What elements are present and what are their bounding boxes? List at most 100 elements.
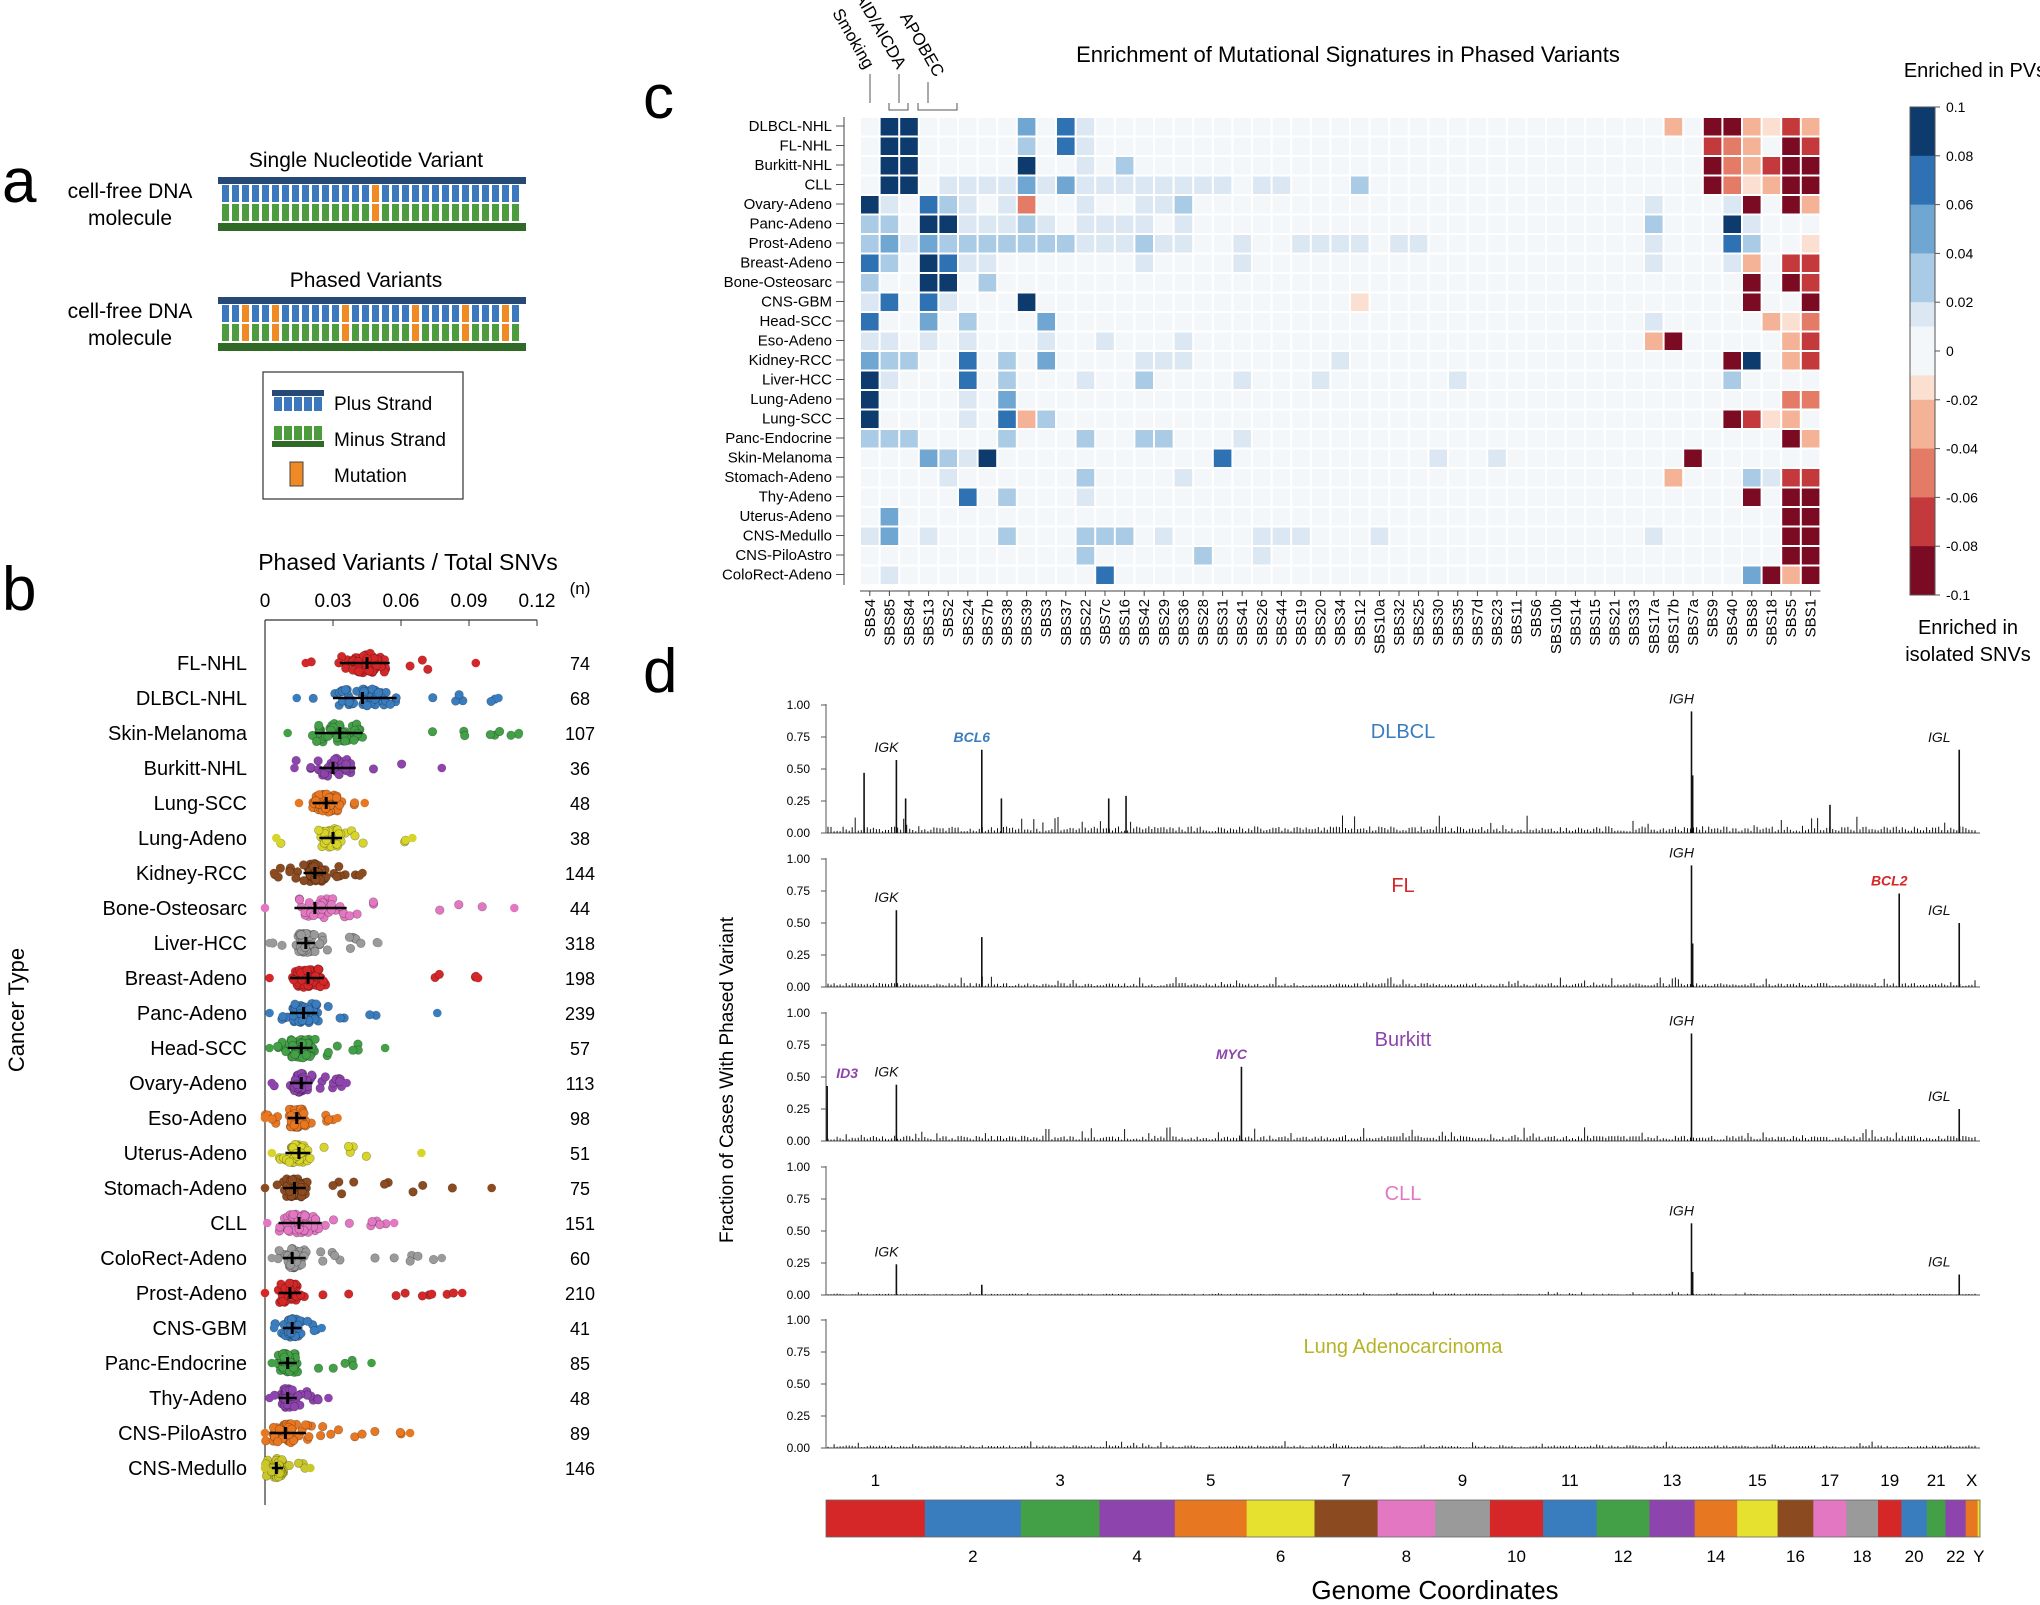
heatmap-cell <box>1311 410 1330 428</box>
heatmap-cell <box>1703 332 1722 350</box>
heatmap-cell <box>1605 371 1624 389</box>
heatmap-cell <box>919 391 938 409</box>
chromosome-segment <box>1596 1500 1650 1537</box>
strip-dot <box>368 764 379 774</box>
heatmap-cell <box>1272 293 1291 311</box>
minus-base <box>392 324 399 341</box>
heatmap-cell <box>1507 313 1526 331</box>
heatmap-cell <box>1017 313 1036 331</box>
heatmap-col-label: SBS24 <box>960 599 977 646</box>
heatmap-cell <box>1311 488 1330 506</box>
heatmap-cell <box>959 293 977 311</box>
heatmap-cell <box>1135 313 1153 331</box>
heatmap-cell <box>880 391 899 409</box>
colorbar-tick-label: 0.06 <box>1946 197 1973 213</box>
heatmap-cell <box>1409 469 1428 487</box>
plus-base <box>442 305 449 322</box>
heatmap-cell <box>1507 508 1526 526</box>
heatmap-cell <box>1762 566 1781 584</box>
chromosome-segment <box>1174 1500 1248 1537</box>
heatmap-cell <box>1311 566 1330 584</box>
plus-base <box>482 185 489 202</box>
heatmap-row-label: Thy-Adeno <box>759 489 832 506</box>
heatmap-cell <box>1292 410 1310 428</box>
strip-dot <box>334 769 344 780</box>
heatmap-cell <box>1664 254 1683 272</box>
heatmap-cell <box>1762 410 1781 428</box>
heatmap-cell <box>1331 254 1349 272</box>
heatmap-cell <box>1429 547 1447 565</box>
heatmap-cell <box>1292 488 1310 506</box>
heatmap-cell <box>1155 508 1173 526</box>
heatmap-cell <box>1409 157 1428 175</box>
heatmap-cell <box>1547 352 1565 370</box>
heatmap-cell <box>1782 293 1800 311</box>
heatmap-col-label: SBS42 <box>1136 599 1153 646</box>
heatmap-cell <box>1586 176 1604 194</box>
heatmap-cell <box>1684 566 1702 584</box>
heatmap-cell <box>1311 547 1330 565</box>
strip-bone-osteosarc: Bone-Osteosarc 44 <box>102 894 590 923</box>
heatmap-cell <box>939 313 957 331</box>
heatmap-cell <box>1057 352 1075 370</box>
heatmap-cell <box>1762 332 1781 350</box>
heatmap-cell <box>1645 215 1663 233</box>
strip-dot <box>307 730 318 741</box>
heatmap-col-label: SBS34 <box>1332 599 1349 646</box>
plus-base <box>362 185 369 202</box>
track-y-tick-label: 0.50 <box>787 1224 811 1238</box>
strip-count: 210 <box>565 1284 595 1304</box>
strip-dot <box>284 1278 294 1288</box>
chromosome-label: 11 <box>1561 1471 1579 1490</box>
heatmap-cell <box>1272 449 1291 467</box>
plus-base <box>332 185 339 202</box>
heatmap-cell <box>978 332 997 350</box>
heatmap-cell <box>1801 449 1820 467</box>
strip-dot <box>400 1288 410 1298</box>
heatmap-cell <box>1468 196 1487 214</box>
heatmap-cell <box>1782 391 1800 409</box>
plus-base <box>282 305 289 322</box>
heatmap-cell <box>939 235 957 253</box>
heatmap-cell <box>1409 137 1428 155</box>
heatmap-cell <box>1566 547 1585 565</box>
heatmap-cell <box>1743 547 1761 565</box>
track-peak-label: BCL6 <box>954 729 991 745</box>
heatmap-cell <box>1645 391 1663 409</box>
heatmap-cell <box>1507 274 1526 292</box>
heatmap-cell <box>1449 215 1467 233</box>
mutation-base <box>372 185 379 202</box>
chromosome-label: 2 <box>968 1547 977 1566</box>
heatmap-cell <box>1723 547 1741 565</box>
minus-base <box>302 204 309 221</box>
strip-dot <box>326 1429 336 1439</box>
heatmap-cell <box>959 137 977 155</box>
track-peak-label: IGK <box>874 889 899 905</box>
heatmap-col-label: SBS4 <box>862 599 879 637</box>
heatmap-cell <box>1566 566 1585 584</box>
heatmap-cell <box>1194 293 1212 311</box>
minus-base <box>342 204 349 221</box>
heatmap-cell <box>880 215 899 233</box>
strip-count: 36 <box>570 759 590 779</box>
heatmap-cell <box>1527 508 1545 526</box>
strip-count: 68 <box>570 689 590 709</box>
heatmap-cell <box>1762 157 1781 175</box>
heatmap-cell <box>1017 371 1036 389</box>
heatmap-cell <box>1645 313 1663 331</box>
heatmap-cell <box>1351 488 1369 506</box>
heatmap-cell <box>1292 274 1310 292</box>
heatmap-cell <box>1449 566 1467 584</box>
heatmap-cell <box>1370 157 1389 175</box>
strip-dot <box>335 1013 345 1023</box>
heatmap-cell <box>1625 352 1643 370</box>
heatmap-cell <box>1253 235 1271 253</box>
heatmap-cell <box>861 313 879 331</box>
heatmap-cell <box>998 118 1016 136</box>
strip-dot <box>397 759 407 769</box>
heatmap-cell <box>900 215 918 233</box>
heatmap-cell <box>1645 410 1663 428</box>
strip-dot <box>313 1363 324 1373</box>
heatmap-cell <box>1762 313 1781 331</box>
strip-label: CNS-Medullo <box>128 1458 247 1480</box>
